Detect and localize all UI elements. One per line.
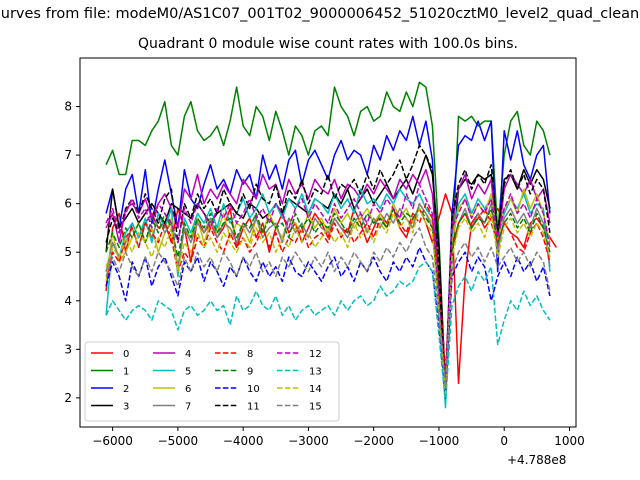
legend-label: 12 xyxy=(309,349,322,360)
legend-label: 3 xyxy=(123,402,129,413)
x-tick-label: −5000 xyxy=(158,434,199,448)
legend-label: 15 xyxy=(309,402,322,413)
legend-label: 5 xyxy=(185,367,191,378)
series-line-7 xyxy=(105,202,551,389)
legend-box xyxy=(84,341,340,422)
y-tick-label: 5 xyxy=(64,245,72,259)
legend-entry-6: 6 xyxy=(153,384,191,395)
legend-label: 0 xyxy=(123,349,129,360)
legend-entry-5: 5 xyxy=(153,367,191,378)
y-tick-label: 4 xyxy=(64,294,72,308)
legend-entry-9: 9 xyxy=(215,367,253,378)
y-tick-label: 6 xyxy=(64,197,72,211)
legend-label: 11 xyxy=(247,402,260,413)
series-line-11 xyxy=(105,144,551,394)
legend-label: 13 xyxy=(309,367,322,378)
legend-entry-7: 7 xyxy=(153,402,191,413)
x-tick-label: −3000 xyxy=(288,434,329,448)
series-line-14 xyxy=(105,207,551,394)
legend-entry-3: 3 xyxy=(91,402,129,413)
legend-label: 7 xyxy=(185,402,191,413)
legend-label: 4 xyxy=(185,349,191,360)
x-tick-label: −2000 xyxy=(353,434,394,448)
series-layer xyxy=(105,81,558,409)
legend-label: 2 xyxy=(123,384,129,395)
legend-entry-15: 15 xyxy=(277,402,322,413)
x-tick-label: −6000 xyxy=(92,434,133,448)
chart-title: Quadrant 0 module wise count rates with … xyxy=(138,36,518,52)
x-tick-label: −4000 xyxy=(223,434,264,448)
legend-entry-12: 12 xyxy=(277,349,322,360)
y-tick-label: 7 xyxy=(64,148,72,162)
series-line-1 xyxy=(105,81,551,389)
series-line-12 xyxy=(105,183,551,389)
series-line-13 xyxy=(105,261,551,404)
legend-entry-11: 11 xyxy=(215,402,260,413)
legend-entry-13: 13 xyxy=(277,367,322,378)
series-line-10 xyxy=(105,246,551,399)
series-line-2 xyxy=(105,115,551,394)
series-line-3 xyxy=(105,154,551,389)
y-tick-label: 2 xyxy=(64,391,72,405)
legend-entry-8: 8 xyxy=(215,349,253,360)
axes-frame xyxy=(79,57,577,428)
ticks-layer: −6000 −5000 −4000 −3000 −2000 −1000 0 1000 2 3 4 5 6… xyxy=(64,100,584,448)
series-line-15 xyxy=(105,227,551,389)
legend-entry-4: 4 xyxy=(153,349,191,360)
suptitle-text: Light curves from file: modeM0/AS1C07_00… xyxy=(0,6,640,22)
legend-entry-2: 2 xyxy=(91,384,129,395)
legend-label: 6 xyxy=(185,384,191,395)
figure-suptitle: Light curves from file: modeM0/AS1C07_00… xyxy=(0,6,640,22)
series-line-4 xyxy=(105,168,551,385)
legend-label: 1 xyxy=(123,367,129,378)
legend-entry-14: 14 xyxy=(277,384,322,395)
legend-label: 14 xyxy=(309,384,322,395)
legend-label: 10 xyxy=(247,384,260,395)
y-tick-label: 3 xyxy=(64,342,72,356)
x-tick-label: 1000 xyxy=(554,434,585,448)
legend-label: 9 xyxy=(247,367,253,378)
series-line-9 xyxy=(105,207,551,389)
x-offset-label: +4.788e8 xyxy=(507,453,567,467)
y-tick-label: 8 xyxy=(64,100,72,114)
legend-entry-0: 0 xyxy=(91,349,129,360)
legend-entry-1: 1 xyxy=(91,367,129,378)
x-tick-label: 0 xyxy=(500,434,508,448)
legend-label: 8 xyxy=(247,349,253,360)
x-tick-label: −1000 xyxy=(419,434,460,448)
legend-entry-10: 10 xyxy=(215,384,260,395)
series-line-8 xyxy=(105,202,551,375)
